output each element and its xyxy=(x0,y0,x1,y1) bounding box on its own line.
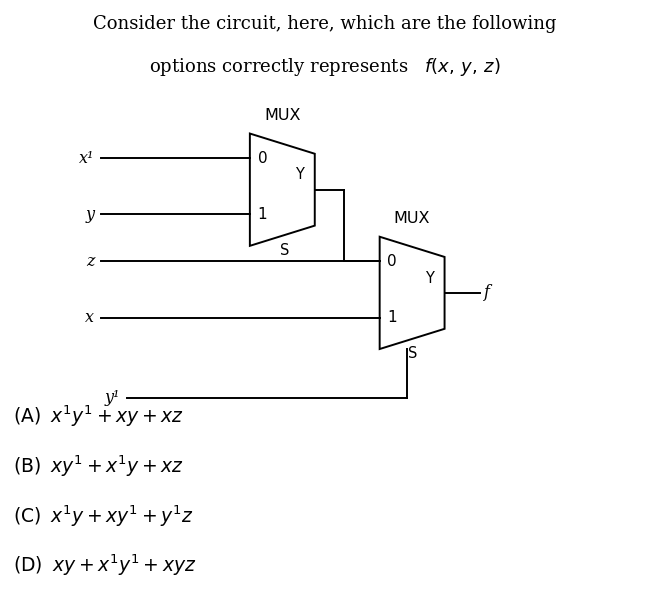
Text: S: S xyxy=(408,346,417,361)
Text: options correctly represents   $f(x,\, y,\, z)$: options correctly represents $f(x,\, y,\… xyxy=(149,56,500,78)
Text: f: f xyxy=(484,284,489,302)
Text: MUX: MUX xyxy=(394,211,430,226)
Text: 0: 0 xyxy=(258,151,267,166)
Text: Consider the circuit, here, which are the following: Consider the circuit, here, which are th… xyxy=(93,15,556,33)
Text: $\mathrm{(B)}\;\; xy^1 + x^1y + xz$: $\mathrm{(B)}\;\; xy^1 + x^1y + xz$ xyxy=(13,453,184,479)
Text: $\mathrm{(A)}\;\; x^1y^1 + xy + xz$: $\mathrm{(A)}\;\; x^1y^1 + xy + xz$ xyxy=(13,404,184,429)
Text: Y: Y xyxy=(295,168,304,182)
Text: 0: 0 xyxy=(387,254,397,269)
Text: y¹: y¹ xyxy=(104,389,120,406)
Text: $\mathrm{(C)}\;\; x^1y + xy^1 + y^1z$: $\mathrm{(C)}\;\; x^1y + xy^1 + y^1z$ xyxy=(13,503,194,529)
Text: 1: 1 xyxy=(258,207,267,222)
Text: 1: 1 xyxy=(387,310,397,325)
Text: y: y xyxy=(85,206,94,223)
Text: Y: Y xyxy=(424,271,434,286)
Text: S: S xyxy=(280,243,289,258)
Text: x¹: x¹ xyxy=(79,150,94,167)
Text: x: x xyxy=(85,309,94,326)
Text: z: z xyxy=(86,253,94,270)
Text: MUX: MUX xyxy=(264,107,300,123)
Text: $\mathrm{(D)}\;\; xy + x^1y^1 + xyz$: $\mathrm{(D)}\;\; xy + x^1y^1 + xyz$ xyxy=(13,553,197,578)
